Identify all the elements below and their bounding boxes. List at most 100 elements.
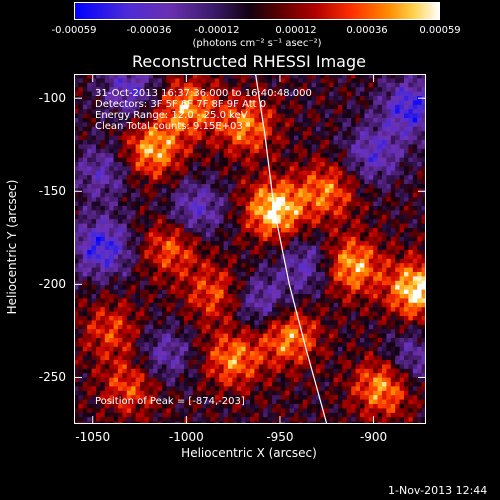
heatmap-cell [166,131,172,136]
heatmap-cell [157,254,163,260]
heatmap-cell [245,333,251,339]
heatmap-cell [166,289,172,295]
heatmap-cell [320,214,326,220]
heatmap-cell [126,338,132,343]
heatmap-cell [289,153,295,158]
heatmap-cell [126,232,132,238]
heatmap-cell [280,232,286,238]
heatmap-cell [228,232,233,238]
heatmap-cell [184,109,189,114]
heatmap-cell [408,302,414,308]
heatmap-cell [320,109,326,114]
heatmap-cell [135,214,141,220]
heatmap-cell [390,170,396,176]
heatmap-cell [294,333,299,339]
heatmap-cell [87,289,92,295]
heatmap-cell [109,232,114,238]
heatmap-cell [368,302,374,308]
heatmap-cell [307,298,312,304]
heatmap-cell [104,131,110,136]
heatmap-cell [188,82,194,88]
heatmap-cell [170,201,176,207]
heatmap-cell [78,126,84,132]
heatmap-cell [135,254,141,260]
heatmap-cell [386,157,392,163]
heatmap-cell [324,267,330,273]
heatmap-cell [109,263,114,268]
heatmap-cell [236,219,242,224]
heatmap-cell [100,311,106,317]
heatmap-cell [285,258,290,264]
heatmap-cell [118,250,123,255]
heatmap-cell [285,245,290,251]
heatmap-cell [412,324,418,330]
heatmap-cell [82,109,88,114]
heatmap-cell [408,166,414,172]
heatmap-cell [377,228,383,233]
heatmap-cell [421,338,426,343]
heatmap-cell [170,100,176,106]
heatmap-cell [289,175,295,180]
heatmap-cell [386,223,392,229]
heatmap-cell [214,166,220,172]
heatmap-cell [272,333,277,339]
heatmap-cell [201,175,207,180]
heatmap-cell [386,333,392,339]
heatmap-cell [78,333,84,339]
heatmap-cell [298,82,304,88]
heatmap-cell [250,241,255,246]
heatmap-cell [377,166,383,172]
heatmap-cell [294,188,299,194]
heatmap-cell [197,140,202,145]
heatmap-cell [307,140,312,145]
heatmap-cell [144,307,150,312]
heatmap-cell [258,263,264,268]
heatmap-cell [210,197,216,202]
heatmap-cell [153,245,158,251]
heatmap-cell [329,342,334,348]
heatmap-cell [329,157,334,163]
heatmap-cell [338,228,343,233]
heatmap-cell [276,338,282,343]
heatmap-cell [280,131,286,136]
heatmap-cell [219,267,224,273]
heatmap-cell [298,74,304,79]
heatmap-cell [118,166,123,172]
heatmap-cell [316,272,321,277]
heatmap-cell [280,153,286,158]
heatmap-cell [346,100,352,106]
heatmap-cell [294,135,299,141]
heatmap-cell [382,100,387,106]
heatmap-cell [386,307,392,312]
heatmap-cell [307,184,312,189]
heatmap-cell [399,298,405,304]
heatmap-cell [377,104,383,110]
heatmap-cell [153,100,158,106]
heatmap-cell [87,74,92,79]
heatmap-cell [144,232,150,238]
heatmap-cell [184,236,189,242]
heatmap-cell [307,192,312,198]
heatmap-cell [421,316,426,321]
heatmap-cell [245,223,251,229]
heatmap-cell [104,320,110,326]
heatmap-cell [417,144,422,150]
heatmap-cell [162,122,167,128]
heatmap-cell [192,338,198,343]
heatmap-cell [285,126,290,132]
heatmap-cell [417,122,422,128]
heatmap-cell [188,298,194,304]
heatmap-cell [355,206,361,211]
heatmap-cell [87,91,92,97]
heatmap-cell [228,338,233,343]
heatmap-cell [236,140,242,145]
heatmap-cell [307,175,312,180]
heatmap-cell [276,131,282,136]
heatmap-cell [113,192,119,198]
heatmap-cell [228,148,233,154]
heatmap-cell [166,245,172,251]
heatmap-cell [338,206,343,211]
heatmap-cell [412,320,418,326]
heatmap-cell [307,179,312,185]
heatmap-cell [96,219,101,224]
